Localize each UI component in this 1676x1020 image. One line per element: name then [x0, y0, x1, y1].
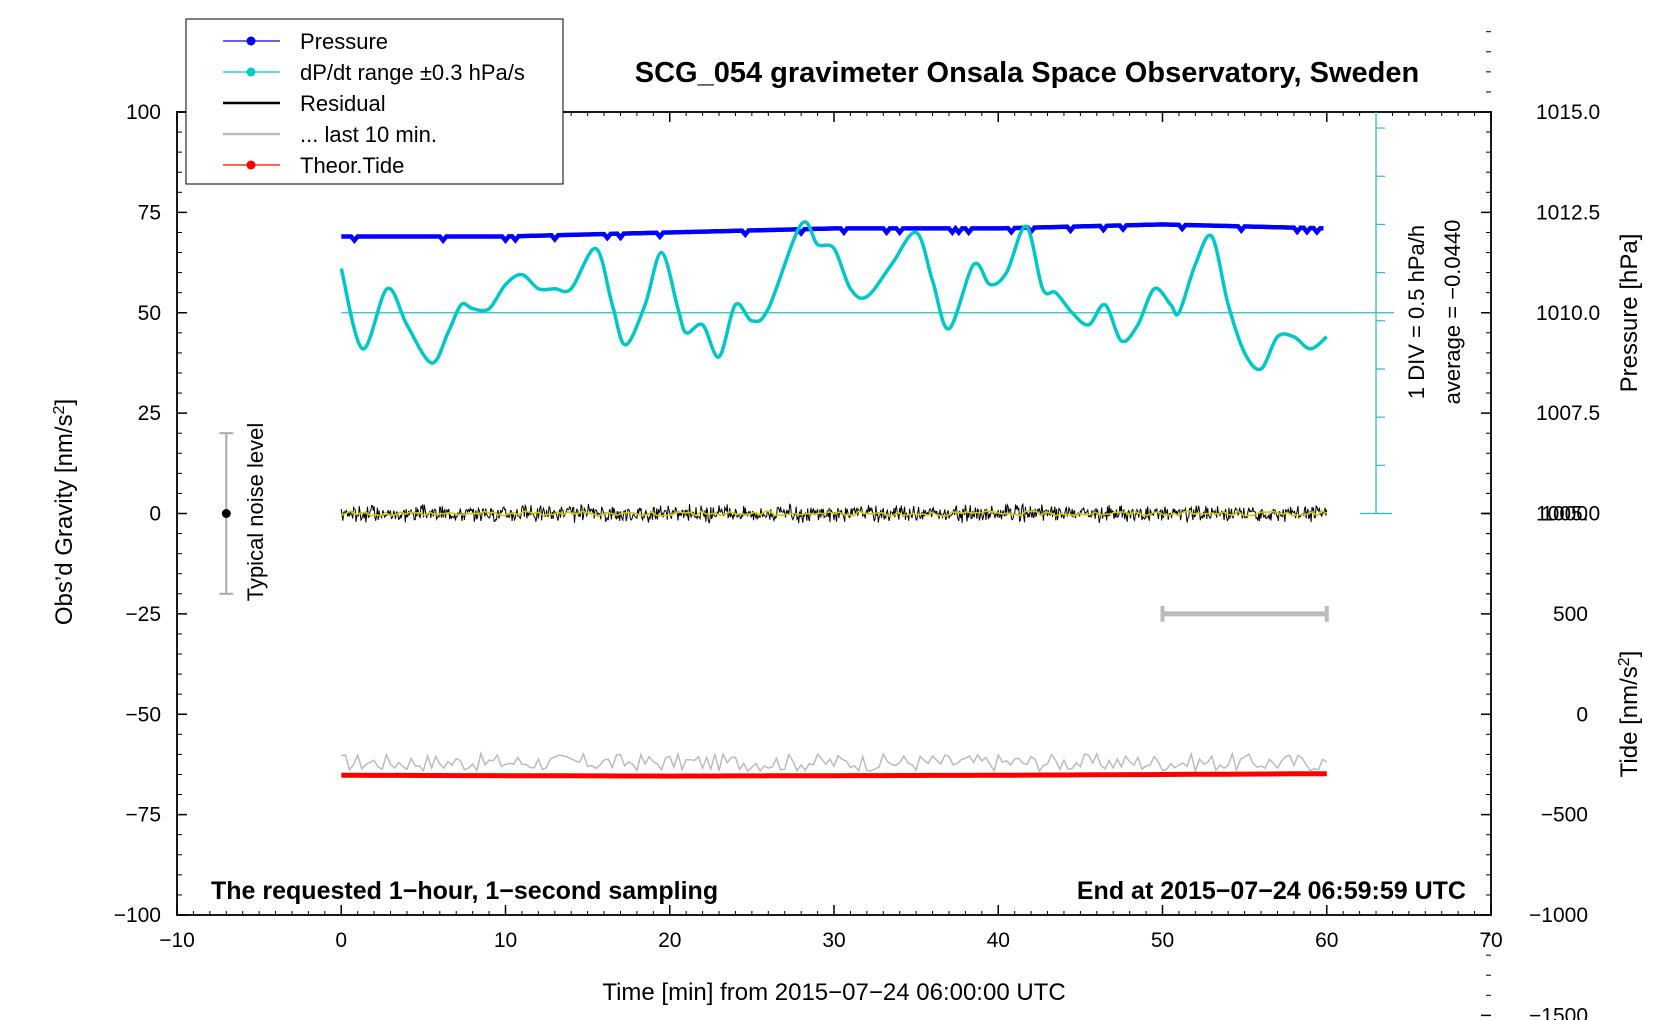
chart-title: SCG_054 gravimeter Onsala Space Observat… [635, 57, 1419, 89]
dpdt-average-label: average = −0.0440 [1440, 220, 1465, 405]
x-tick-label: 70 [1479, 929, 1502, 952]
pressure-tick-label: 1012.5 [1536, 201, 1600, 224]
x-tick-label: 50 [1151, 929, 1174, 952]
y-tick-label: −25 [125, 603, 161, 626]
noise-level-label: Typical noise level [243, 423, 268, 602]
dpdt-scale-label: 1 DIV = 0.5 hPa/h [1404, 225, 1429, 399]
x-tick-label: 60 [1315, 929, 1338, 952]
noise-level-indicator [219, 432, 234, 595]
legend-marker [246, 36, 256, 46]
tide-tick-label: −1000 [1529, 904, 1588, 927]
x-tick-label: 10 [494, 929, 517, 952]
legend-label: Pressure [300, 29, 388, 54]
tide-axis: 1000 500 0 −500 −1000 −1500 [1481, 492, 1588, 1020]
pressure-tick-label: 1015.0 [1536, 101, 1600, 124]
y-tick-label: −50 [125, 703, 161, 726]
legend: Pressure dP/dt range ±0.3 hPa/s Residual..… [185, 18, 564, 185]
dpdt-series [339, 220, 1328, 372]
y-tick-label: 25 [138, 402, 161, 425]
pressure-axis-label: Pressure [hPa] [1616, 234, 1643, 393]
tide-tick-label: 0 [1576, 703, 1588, 726]
y-tick-label: 0 [149, 503, 161, 526]
legend-label: Residual [300, 91, 386, 116]
residual-series [340, 502, 1328, 524]
series-layer [339, 220, 1329, 779]
annotation-left: The requested 1−hour, 1−second sampling [211, 877, 718, 905]
y-tick-label: 75 [138, 201, 161, 224]
legend-label: Theor.Tide [300, 153, 404, 178]
y-tick-label: 50 [138, 302, 161, 325]
legend-label: ... last 10 min. [300, 122, 437, 147]
legend-label: dP/dt range ±0.3 hPa/s [300, 60, 525, 85]
x-tick-label: 30 [822, 929, 845, 952]
annotation-right: End at 2015−07−24 06:59:59 UTC [1077, 877, 1466, 905]
tide-axis-label: Tide [nm/s2] [1616, 651, 1644, 778]
tide-tick-label: 1000 [1541, 503, 1588, 526]
left-y-axis: 100 75 50 25 0 −25 −50 −75 −100 [114, 101, 187, 927]
legend-box [185, 18, 564, 185]
y-tick-label: −75 [125, 804, 161, 827]
residual-smoothed-series [340, 510, 1327, 517]
legend-marker [246, 160, 256, 170]
x-tick-label: 40 [987, 929, 1010, 952]
pressure-tick-label: 1010.0 [1536, 302, 1600, 325]
legend-marker [246, 67, 256, 77]
pressure-tick-label: 1007.5 [1536, 402, 1600, 425]
last-10-min-series [341, 751, 1328, 774]
y-tick-label: 100 [126, 101, 161, 124]
tide-tick-label: 500 [1553, 603, 1588, 626]
tide-tick-label: −500 [1541, 804, 1588, 827]
tide-tick-label: −1500 [1529, 1004, 1588, 1020]
pressure-axis: 1015.0 1012.5 1010.0 1007.5 1005.0 [1481, 31, 1600, 595]
noise-center-dot [221, 509, 231, 518]
x-tick-label: −10 [159, 929, 195, 952]
y-tick-label: −100 [114, 904, 161, 927]
theor-tide-series [341, 771, 1327, 779]
x-tick-label: 0 [335, 929, 347, 952]
pressure-tick-label: 1005.0 [1536, 503, 1600, 526]
left-y-axis-label: Obs’d Gravity [nm/s2] [51, 399, 79, 625]
x-tick-label: 20 [658, 929, 681, 952]
pressure-series [341, 222, 1324, 245]
dpdt-scale [1360, 112, 1393, 515]
x-axis: −10 0 10 20 30 40 50 60 70 [159, 112, 1503, 952]
x-axis-label: Time [min] from 2015−07−24 06:00:00 UTC [602, 979, 1065, 1006]
